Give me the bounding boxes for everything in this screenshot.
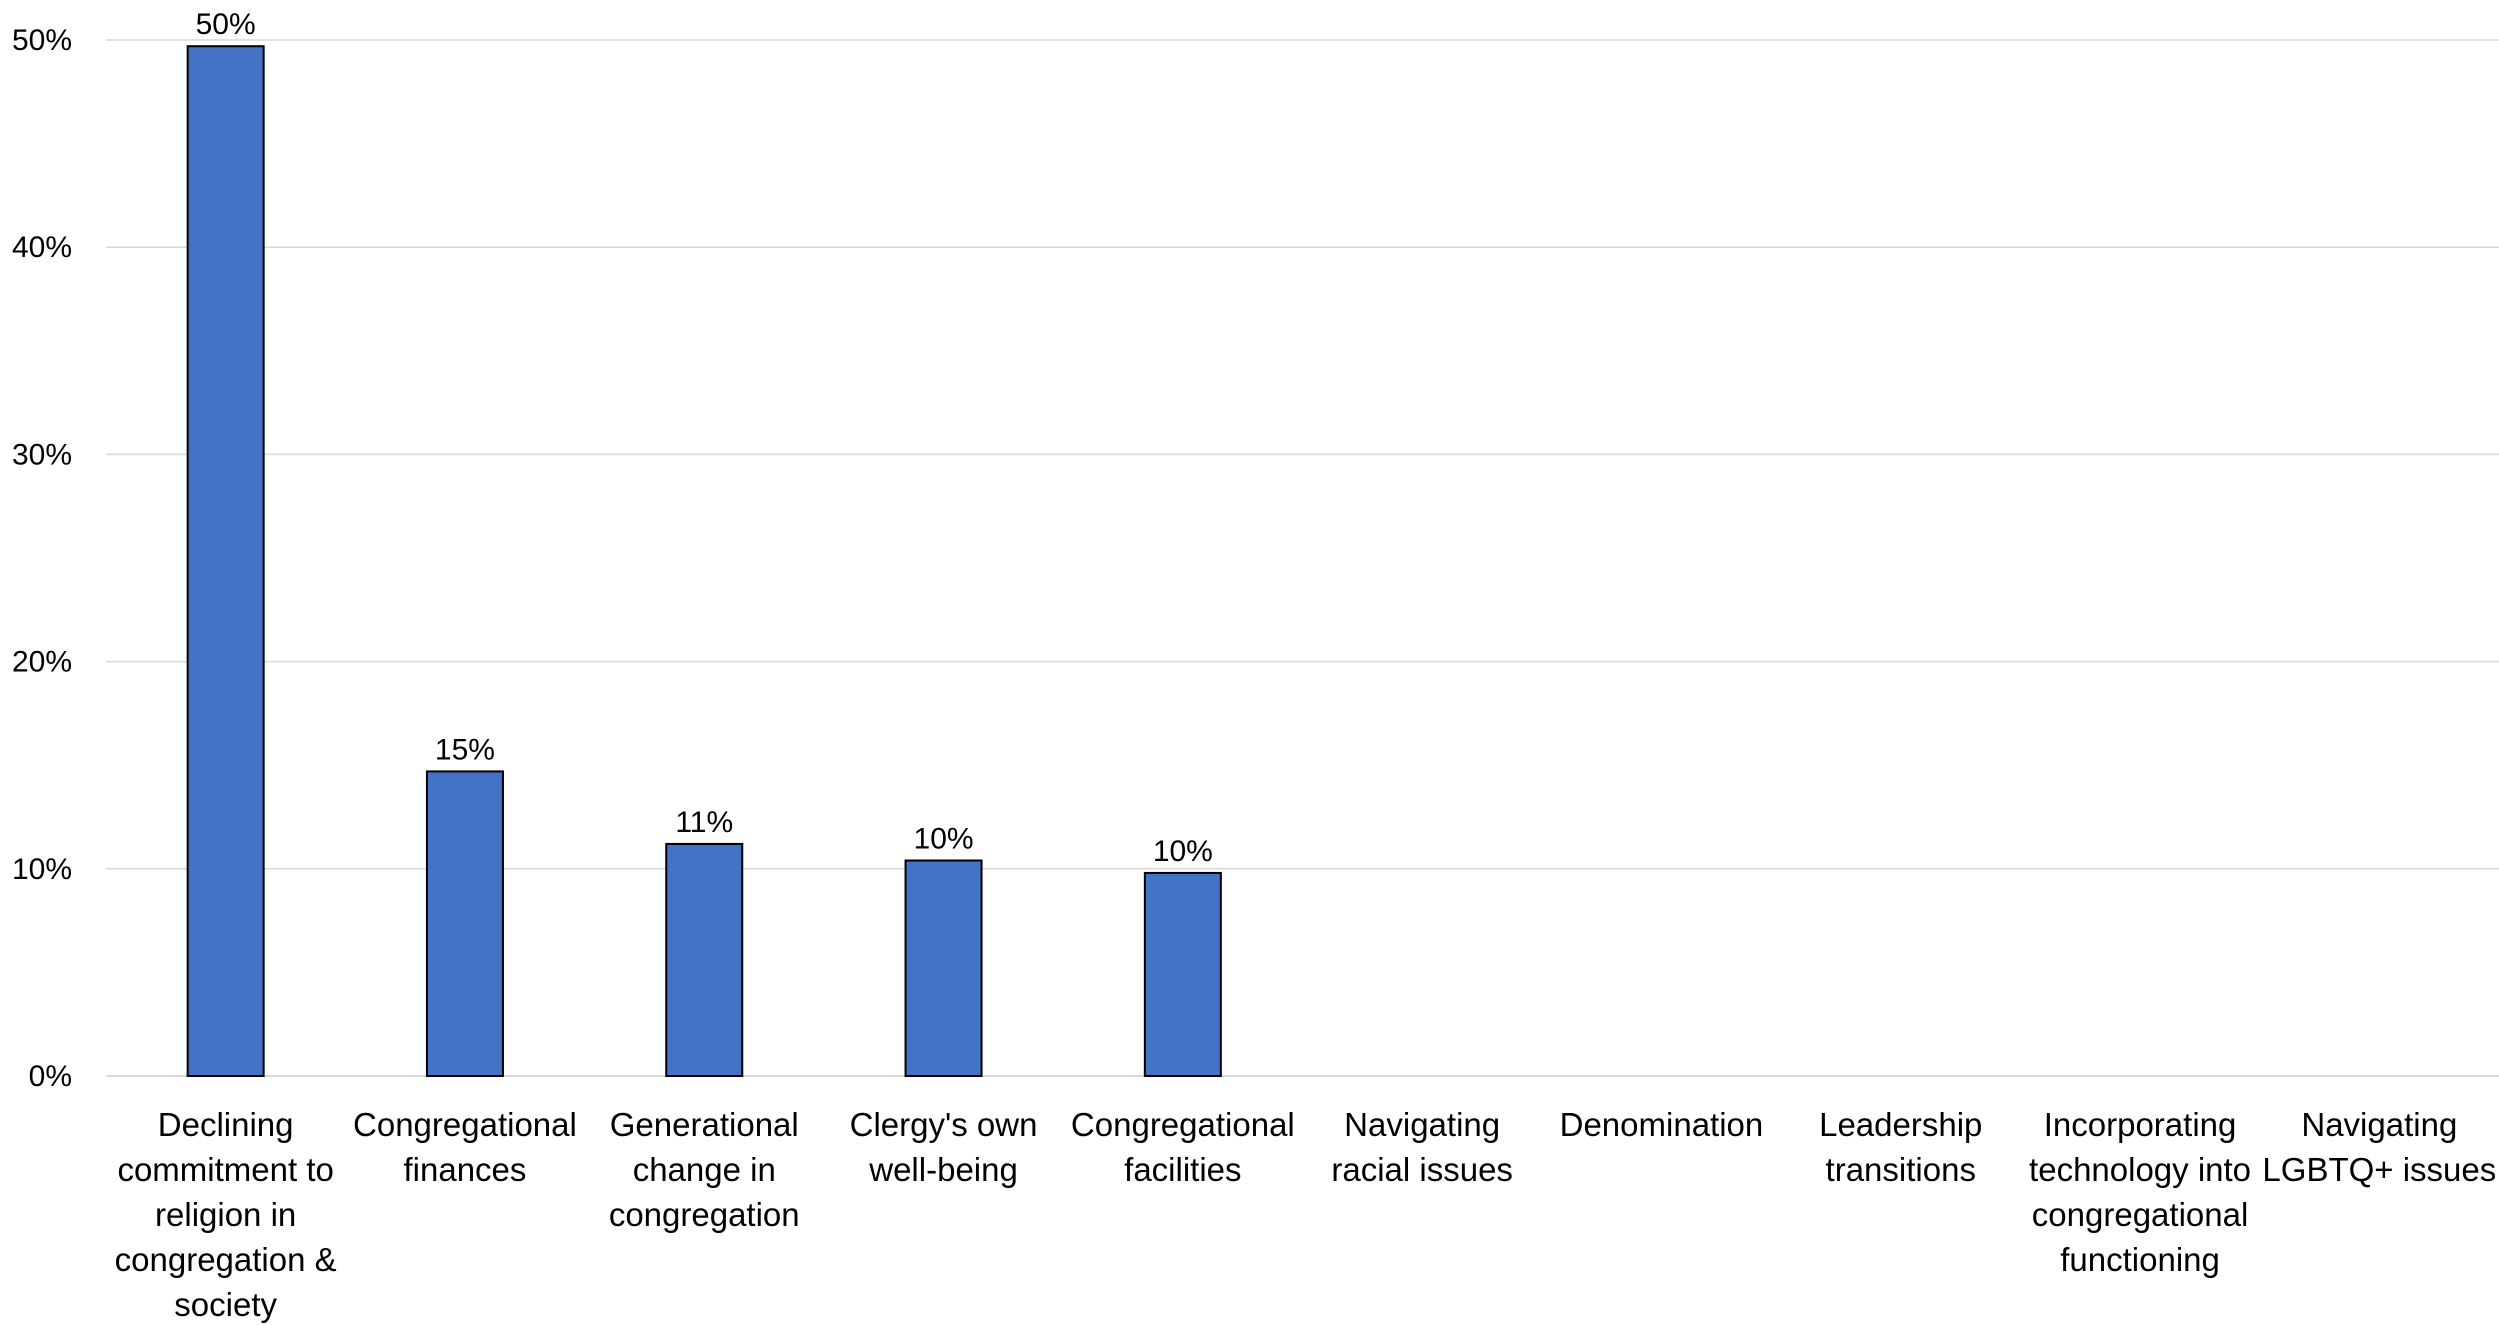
- category-label: Generational change in congregation: [609, 1106, 800, 1233]
- data-label: 15%: [435, 733, 495, 766]
- y-tick-label: 0%: [29, 1060, 72, 1093]
- y-tick-label: 50%: [12, 24, 72, 57]
- data-label: 11%: [675, 806, 733, 839]
- y-tick-label: 10%: [12, 853, 72, 886]
- y-axis-tick-labels: 0% 10% 20% 30% 40% 50%: [12, 24, 72, 1093]
- bar: [186, 45, 265, 1078]
- data-label: 10%: [1153, 835, 1213, 868]
- category-label: Clergy's own well-being: [850, 1106, 1038, 1188]
- category-label: Denomination: [1560, 1106, 1764, 1143]
- y-tick-label: 30%: [12, 438, 72, 471]
- bar: [1143, 871, 1222, 1077]
- bar: [425, 770, 504, 1078]
- data-labels: 50% 15% 11% 10% 10%: [196, 8, 1213, 868]
- category-label: Congregational finances: [353, 1106, 577, 1188]
- data-label: 50%: [196, 8, 256, 41]
- x-axis-category-labels: Declining commitment to religion in congreg…: [115, 1106, 2497, 1323]
- category-label: Navigating LGBTQ+ issues: [2262, 1106, 2496, 1188]
- category-label: Congregational facilities: [1071, 1106, 1295, 1188]
- data-label: 10%: [914, 823, 974, 856]
- category-label: Incorporating technology into congregation…: [2029, 1106, 2251, 1278]
- bar: [904, 859, 983, 1078]
- bars: [186, 45, 1222, 1078]
- category-label: Declining commitment to religion in congreg…: [115, 1106, 337, 1323]
- category-label: Navigating racial issues: [1331, 1106, 1513, 1188]
- y-tick-label: 20%: [12, 646, 72, 679]
- y-tick-label: 40%: [12, 231, 72, 264]
- category-label: Leadership transitions: [1819, 1106, 1982, 1188]
- gridlines: [106, 39, 2499, 1077]
- bar: [665, 842, 744, 1077]
